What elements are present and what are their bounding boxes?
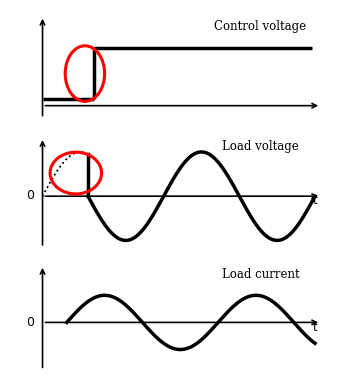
Text: Control voltage: Control voltage bbox=[214, 20, 307, 33]
Text: t: t bbox=[313, 194, 317, 207]
Text: Load voltage: Load voltage bbox=[222, 140, 299, 153]
Text: Load current: Load current bbox=[222, 268, 299, 281]
Text: t: t bbox=[313, 321, 317, 334]
Text: 0: 0 bbox=[26, 316, 34, 329]
Text: 0: 0 bbox=[26, 189, 34, 202]
